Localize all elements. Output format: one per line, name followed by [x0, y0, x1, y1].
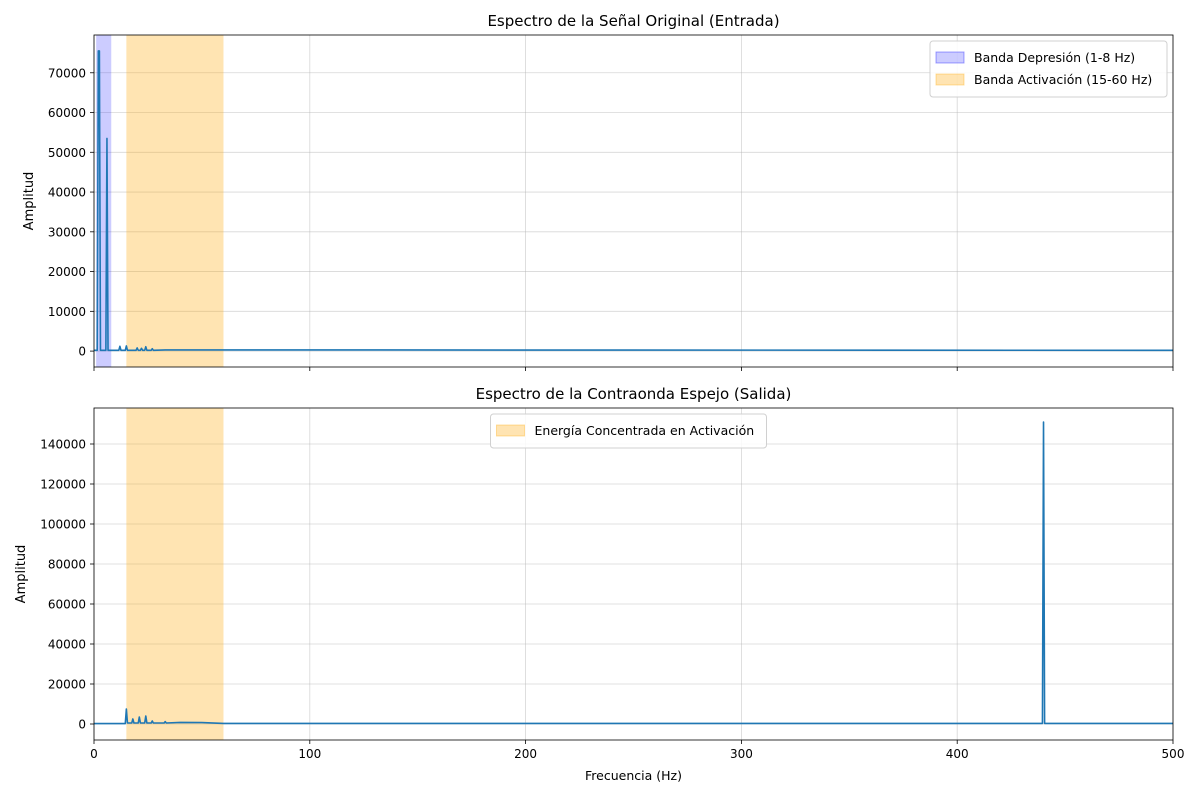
y-tick-label: 100000	[40, 518, 86, 532]
axes-frame	[93, 34, 1174, 368]
y-tick-label: 0	[78, 345, 86, 359]
y-tick-label: 80000	[48, 558, 86, 572]
y-axis-label: Amplitud	[22, 172, 37, 231]
y-tick-label: 140000	[40, 438, 86, 452]
y-tick-label: 40000	[48, 638, 86, 652]
y-tick-label: 0	[78, 718, 86, 732]
chart-title: Espectro de la Señal Original (Entrada)	[487, 12, 779, 30]
legend-label: Energía Concentrada en Activación	[535, 423, 755, 438]
y-tick-label: 60000	[48, 598, 86, 612]
x-tick-label: 400	[946, 747, 969, 761]
chart-title: Espectro de la Contraonda Espejo (Salida…	[476, 385, 792, 403]
y-axis-label: Amplitud	[14, 545, 29, 604]
band-2	[126, 35, 224, 367]
legend: Banda Depresión (1-8 Hz) Banda Activación…	[929, 40, 1168, 98]
chart-panel-1: Espectro de la Señal Original (Entrada) 0…	[22, 12, 1174, 371]
legend-box	[929, 40, 1168, 98]
x-tick-label: 200	[514, 747, 537, 761]
series-line-1	[94, 421, 1173, 725]
x-tick-label: 100	[298, 747, 321, 761]
chart-panel-2: Espectro de la Contraonda Espejo (Salida…	[14, 385, 1184, 783]
x-axis-label: Frecuencia (Hz)	[585, 768, 682, 783]
y-tick-label: 60000	[48, 106, 86, 120]
y-tick-label: 20000	[48, 265, 86, 279]
y-tick-label: 50000	[48, 146, 86, 160]
legend-swatch	[935, 73, 965, 86]
legend-box	[490, 413, 767, 449]
legend: Energía Concentrada en Activación	[490, 413, 767, 449]
series-line-1	[94, 50, 1174, 352]
axes-frame	[93, 407, 1174, 741]
legend-swatch	[496, 424, 525, 437]
x-tick-label: 300	[730, 747, 753, 761]
y-tick-label: 70000	[48, 66, 86, 80]
x-tick-label: 0	[90, 747, 98, 761]
x-tick-label: 500	[1162, 747, 1185, 761]
legend-label: Banda Activación (15-60 Hz)	[974, 72, 1152, 87]
y-tick-label: 10000	[48, 305, 86, 319]
y-tick-label: 40000	[48, 186, 86, 200]
y-tick-label: 120000	[40, 478, 86, 492]
y-tick-label: 30000	[48, 225, 86, 239]
y-tick-label: 20000	[48, 678, 86, 692]
legend-label: Banda Depresión (1-8 Hz)	[974, 50, 1135, 65]
legend-swatch	[935, 51, 965, 64]
grid	[93, 408, 1174, 740]
band-1	[126, 408, 224, 740]
